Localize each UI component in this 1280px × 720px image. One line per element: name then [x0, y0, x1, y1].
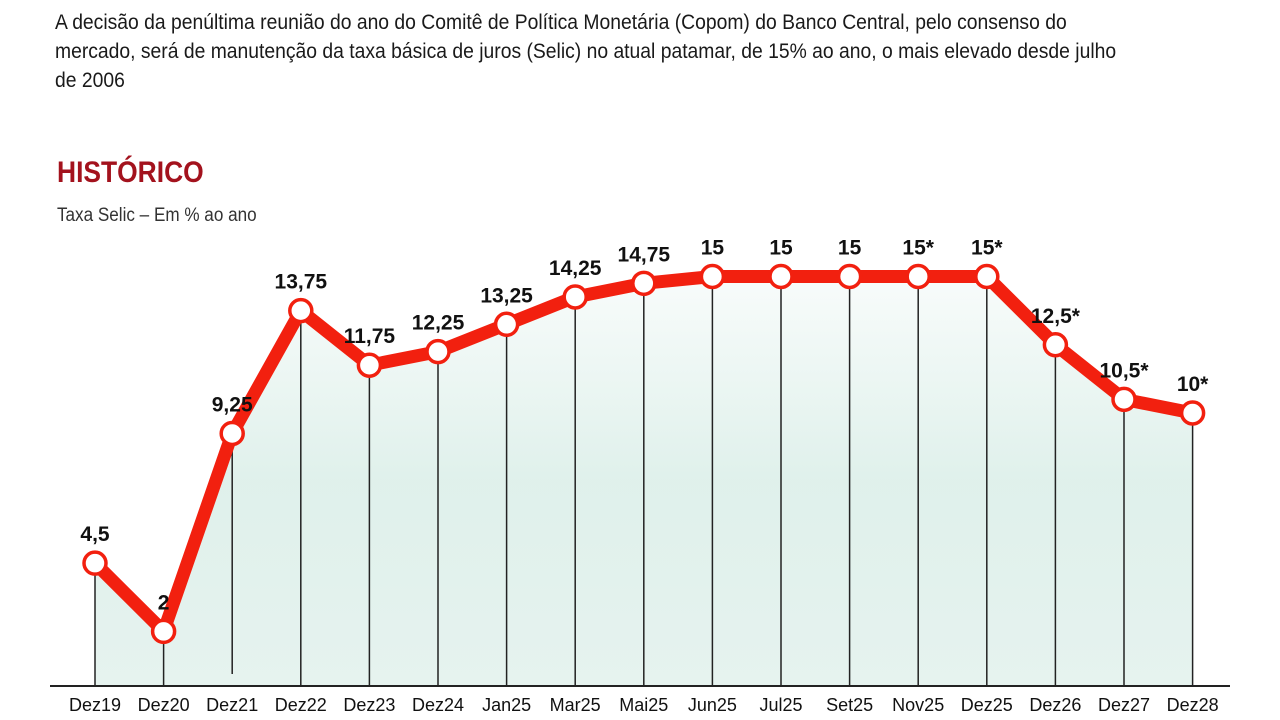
x-tick-label: Dez23 [343, 695, 395, 715]
x-tick-label: Mar25 [550, 695, 601, 715]
data-point [82, 550, 108, 576]
data-point [836, 263, 863, 290]
data-point [288, 297, 314, 324]
data-point [974, 263, 1000, 290]
x-tick-label: Dez20 [138, 695, 190, 715]
x-tick-label: Dez24 [412, 695, 464, 715]
data-point [1179, 400, 1206, 426]
data-label: 2 [158, 591, 170, 614]
data-label: 15 [769, 237, 793, 260]
data-label: 11,75 [344, 325, 396, 348]
x-tick-label: Dez28 [1167, 695, 1219, 715]
data-point [356, 352, 383, 378]
data-label: 9,25 [212, 393, 253, 416]
chart-title: HISTÓRICO [57, 156, 204, 189]
data-point [562, 284, 588, 310]
x-tick-label: Jul25 [759, 695, 802, 715]
headline: A decisão da penúltima reunião do ano do… [55, 11, 1117, 92]
data-label: 15 [701, 237, 725, 260]
data-point [493, 311, 520, 338]
data-label: 13,75 [275, 271, 328, 294]
x-tick-label: Jan25 [482, 695, 531, 715]
data-label: 15* [902, 237, 934, 260]
data-label: 10,5* [1099, 359, 1149, 382]
data-point [631, 270, 657, 297]
data-point [1111, 386, 1137, 413]
data-label: 15 [838, 237, 862, 260]
x-tick-label: Mai25 [619, 695, 668, 715]
data-label: 14,75 [618, 243, 671, 266]
data-label: 10* [1177, 373, 1209, 396]
x-tick-label: Nov25 [892, 695, 944, 715]
data-label: 4,5 [80, 523, 110, 546]
data-point [150, 618, 177, 645]
data-label: 14,25 [549, 257, 602, 280]
data-point [905, 263, 931, 290]
x-tick-label: Jun25 [688, 695, 737, 715]
data-label: 15* [971, 237, 1003, 260]
x-tick-label: Dez26 [1029, 695, 1081, 715]
x-tick-label: Set25 [826, 695, 873, 715]
x-tick-label: Dez25 [961, 695, 1013, 715]
x-tick-label: Dez19 [69, 695, 121, 715]
data-point [1042, 332, 1069, 358]
chart-subtitle: Taxa Selic – Em % ao ano [57, 205, 257, 226]
x-tick-label: Dez27 [1098, 695, 1150, 715]
data-label: 12,25 [412, 312, 465, 335]
data-point [219, 420, 245, 447]
x-tick-label: Dez22 [275, 695, 327, 715]
data-point [425, 338, 451, 365]
data-label: 13,25 [480, 284, 533, 307]
x-tick-label: Dez21 [206, 695, 258, 715]
data-point [699, 263, 726, 290]
data-label: 12,5* [1031, 305, 1081, 328]
data-point [768, 263, 794, 290]
